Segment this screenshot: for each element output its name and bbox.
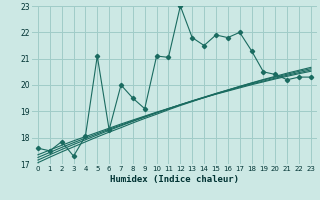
X-axis label: Humidex (Indice chaleur): Humidex (Indice chaleur) [110,175,239,184]
